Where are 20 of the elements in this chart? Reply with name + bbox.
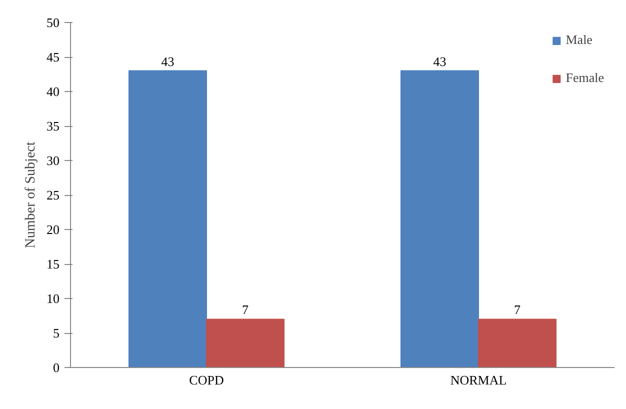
y-tick-label: 35 [46,118,60,134]
y-tick-label: 20 [46,222,60,237]
y-tick-label: 5 [53,326,60,340]
data-label: 7 [514,302,522,318]
data-label: 43 [433,54,446,69]
legend-label: Male [566,32,592,48]
y-tick-label: 10 [46,291,60,306]
y-tick-label: 45 [46,50,60,64]
x-tick-label: COPD [189,372,224,388]
y-axis-title: Number of Subject [24,142,38,248]
x-tick-label: NORMAL [450,372,507,388]
y-tick-label: 30 [46,153,60,168]
legend-label: Female [566,70,604,86]
y-tick-label: 40 [46,84,60,99]
y-tick-label: 15 [46,256,60,272]
data-label: 7 [242,302,250,318]
y-tick-label: 50 [46,15,60,30]
data-label: 43 [161,54,174,69]
y-tick-label: 25 [46,188,60,202]
y-tick-label: 0 [53,360,60,375]
